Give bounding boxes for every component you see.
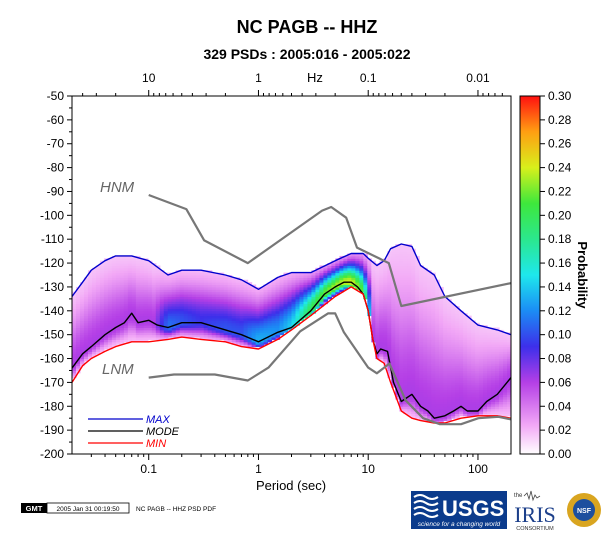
legend: MAX MODE MIN bbox=[88, 414, 180, 450]
legend-min-label: MIN bbox=[146, 438, 166, 450]
iris-sub: CONSORTIUM bbox=[516, 526, 554, 532]
top-tick-label: 0.1 bbox=[360, 71, 377, 85]
colorbar-ticks: 0.00 0.02 0.04 0.06 0.08 0.10 0.12 0.14 0.16 0.18… bbox=[540, 89, 572, 461]
usgs-logo: USGS science for a changing world bbox=[411, 491, 507, 529]
gmt-badge-label: GMT bbox=[26, 504, 43, 513]
colorbar-tick-label: 0.14 bbox=[548, 280, 572, 294]
y-tick-label: -170 bbox=[40, 375, 64, 389]
y-tick-label: -70 bbox=[47, 137, 65, 151]
colorbar-tick-label: 0.10 bbox=[548, 328, 572, 342]
colorbar-tick-label: 0.24 bbox=[548, 161, 572, 175]
hnm-curve bbox=[148, 193, 511, 308]
colorbar-tick-label: 0.02 bbox=[548, 423, 572, 437]
x-tick-label: 10 bbox=[362, 462, 376, 476]
colorbar-tick-label: 0.08 bbox=[548, 352, 572, 366]
gmt-badge bbox=[21, 503, 47, 513]
colorbar-tick-label: 0.12 bbox=[548, 304, 572, 318]
colorbar-tick-label: 0.06 bbox=[548, 375, 572, 389]
y-tick-label: -140 bbox=[40, 304, 64, 318]
legend-mode-label: MODE bbox=[146, 426, 180, 438]
timestamp: 2005 Jan 31 00:19:50 bbox=[57, 506, 120, 513]
hnm-label: HNM bbox=[100, 179, 135, 196]
chart-title: NC PAGB -- HHZ bbox=[237, 17, 378, 37]
percentile-curves bbox=[72, 193, 511, 426]
y-tick-label: -130 bbox=[40, 280, 64, 294]
iris-name: IRIS bbox=[514, 502, 556, 527]
y-tick-label: -100 bbox=[40, 208, 64, 222]
axes: -50 -60 -70 -80 -90 -100 -110 -120 -130 -140 -150 -… bbox=[40, 71, 503, 476]
colorbar-tick-label: 0.00 bbox=[548, 447, 572, 461]
colorbar-tick-label: 0.30 bbox=[548, 89, 572, 103]
y-tick-label: -180 bbox=[40, 399, 64, 413]
nsf-globe-icon bbox=[573, 499, 595, 521]
y-tick-label: -160 bbox=[40, 352, 64, 366]
iris-the: the bbox=[514, 493, 523, 499]
y-tick-label: -120 bbox=[40, 256, 64, 270]
y-tick-label: -80 bbox=[47, 161, 65, 175]
mode-curve bbox=[72, 281, 511, 419]
usgs-name: USGS bbox=[442, 496, 504, 521]
colorbar-tick-label: 0.20 bbox=[548, 208, 572, 222]
nsf-logo: NSF bbox=[567, 493, 601, 527]
seismogram-icon bbox=[523, 490, 541, 502]
colorbar-tick-label: 0.18 bbox=[548, 232, 572, 246]
colorbar-tick-label: 0.28 bbox=[548, 113, 572, 127]
nsf-name: NSF bbox=[577, 508, 592, 515]
top-tick-label: 10 bbox=[142, 71, 156, 85]
max-curve bbox=[72, 243, 511, 336]
colorbar-label: Probability bbox=[575, 241, 590, 309]
y-tick-label: -50 bbox=[47, 89, 65, 103]
timestamp-box bbox=[46, 502, 130, 514]
top-tick-label: 0.01 bbox=[466, 71, 490, 85]
usgs-tagline: science for a changing world bbox=[418, 521, 501, 528]
lnm-label: LNM bbox=[102, 361, 134, 378]
probability-density-field bbox=[72, 243, 511, 424]
colorbar bbox=[519, 95, 541, 455]
colorbar-tick-label: 0.26 bbox=[548, 137, 572, 151]
x-axis-label: Period (sec) bbox=[256, 478, 326, 493]
colorbar-tick-label: 0.22 bbox=[548, 184, 572, 198]
chart-subtitle: 329 PSDs : 2005:016 - 2005:022 bbox=[203, 46, 410, 62]
top-tick-label: 1 bbox=[255, 71, 262, 85]
y-tick-label: -190 bbox=[40, 423, 64, 437]
top-axis-label: Hz bbox=[307, 70, 323, 85]
colorbar-tick-label: 0.04 bbox=[548, 399, 572, 413]
x-tick-label: 1 bbox=[255, 462, 262, 476]
y-tick-label: -60 bbox=[47, 113, 65, 127]
legend-max-label: MAX bbox=[146, 414, 171, 426]
x-tick-label: 0.1 bbox=[140, 462, 157, 476]
min-curve bbox=[72, 286, 511, 424]
y-tick-label: -150 bbox=[40, 328, 64, 342]
lnm-curve bbox=[148, 312, 511, 426]
y-tick-label: -90 bbox=[47, 184, 65, 198]
footer-caption: NC PAGB -- HHZ PSD PDF bbox=[136, 506, 216, 513]
x-tick-label: 100 bbox=[468, 462, 488, 476]
usgs-wave-icon bbox=[413, 494, 439, 518]
y-tick-label: -110 bbox=[41, 232, 64, 246]
y-tick-label: -200 bbox=[40, 447, 64, 461]
colorbar-tick-label: 0.16 bbox=[548, 256, 572, 270]
iris-logo: the IRIS CONSORTIUM bbox=[514, 490, 556, 532]
